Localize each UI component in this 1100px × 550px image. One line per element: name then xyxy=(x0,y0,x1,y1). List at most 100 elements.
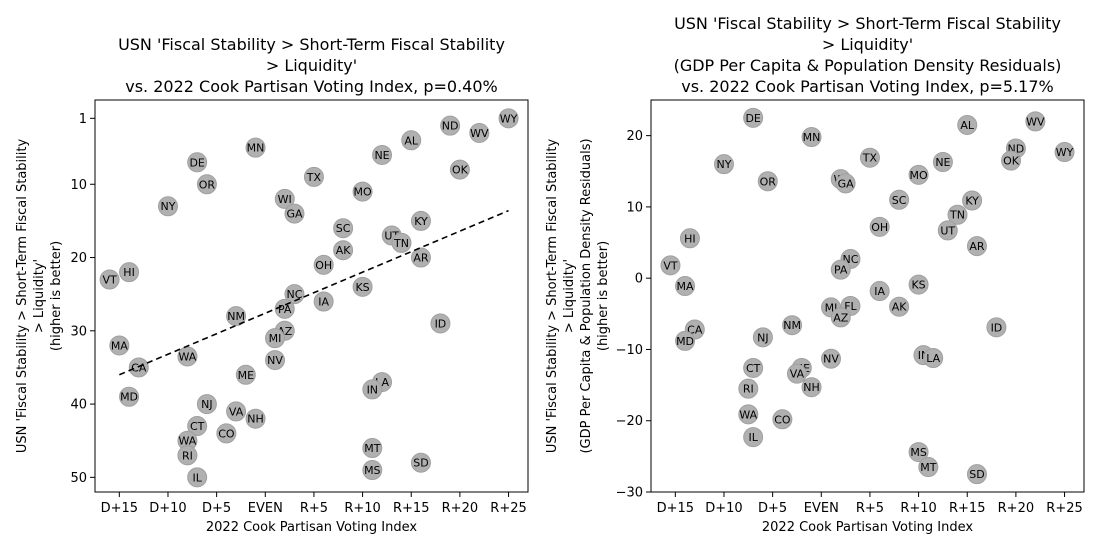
y-tick-label: 0 xyxy=(635,272,643,287)
data-point-label: OR xyxy=(760,175,777,188)
data-point-wy: WY xyxy=(498,108,519,129)
y-axis-ticks: −30 −20 −10 0 10 20 xyxy=(616,129,651,501)
data-point-ks: KS xyxy=(352,276,373,297)
data-point-marker xyxy=(401,130,422,151)
data-point-label: DE xyxy=(189,156,204,169)
data-point-marker xyxy=(918,457,939,478)
data-point-marker xyxy=(679,228,700,249)
data-point-label: ID xyxy=(991,321,1003,334)
data-point-vt: VT xyxy=(660,255,681,276)
data-point-label: WV xyxy=(470,127,489,140)
data-point-label: NM xyxy=(783,319,801,332)
data-point-marker xyxy=(177,445,198,466)
data-point-label: NH xyxy=(247,413,264,426)
data-point-nj: NJ xyxy=(752,327,773,348)
data-point-marker xyxy=(1001,150,1022,171)
x-tick-label: D+10 xyxy=(149,501,186,516)
data-point-wv: WV xyxy=(1025,111,1046,132)
data-point-label: IA xyxy=(874,285,885,298)
chart-title: USN 'Fiscal Stability > Short-Term Fisca… xyxy=(118,35,505,96)
data-point-ak: AK xyxy=(889,296,910,317)
data-point-label: MS xyxy=(364,464,380,477)
x-axis-ticks: D+15 D+10 D+5 EVEN R+5 R+10 R+15 R+20 R+25 xyxy=(657,492,1083,516)
data-point-label: MN xyxy=(803,131,821,144)
data-point-marker xyxy=(908,164,929,185)
data-point-marker xyxy=(923,348,944,369)
y-axis-label-line: USN 'Fiscal Stability > Short-Term Fisca… xyxy=(545,139,560,454)
data-point-marker xyxy=(196,394,217,415)
data-point-label: NC xyxy=(287,288,303,301)
data-point-az: AZ xyxy=(830,307,851,328)
data-point-marker xyxy=(99,269,120,290)
data-point-label: KY xyxy=(414,215,428,228)
x-tick-label: R+20 xyxy=(442,501,478,516)
data-point-label: RI xyxy=(743,383,754,396)
x-tick-label: R+10 xyxy=(900,501,936,516)
data-point-marker xyxy=(157,196,178,217)
data-point-label: NJ xyxy=(201,398,212,411)
data-point-marker xyxy=(869,281,890,302)
data-point-label: RI xyxy=(182,449,193,462)
data-point-id: ID xyxy=(986,317,1007,338)
data-point-label: NY xyxy=(161,200,176,213)
x-tick-label: R+5 xyxy=(300,501,328,516)
data-point-or: OR xyxy=(757,171,778,192)
data-point-ca: CA xyxy=(128,357,149,378)
data-point-label: MN xyxy=(247,142,265,155)
data-point-nd: ND xyxy=(440,115,461,136)
y-tick-label: 40 xyxy=(70,398,87,413)
data-point-marker xyxy=(352,181,373,202)
data-point-label: ME xyxy=(238,369,254,382)
y-tick-label: 30 xyxy=(70,324,87,339)
data-point-marker xyxy=(216,423,237,444)
data-point-pa: PA xyxy=(274,298,295,319)
data-point-wi: WI xyxy=(274,188,295,209)
x-axis-label: 2022 Cook Partisan Voting Index xyxy=(206,520,418,535)
data-point-md: MD xyxy=(675,330,696,351)
data-point-label: VA xyxy=(229,405,244,418)
data-point-ok: OK xyxy=(449,159,470,180)
data-point-label: AL xyxy=(960,119,975,132)
data-point-vt: VT xyxy=(99,269,120,290)
data-point-marker xyxy=(265,328,286,349)
data-point-marker xyxy=(410,247,431,268)
data-point-marker xyxy=(757,171,778,192)
data-point-marker xyxy=(782,315,803,336)
data-point-marker xyxy=(245,137,266,158)
data-point-mn: MN xyxy=(801,127,822,148)
data-point-label: WA xyxy=(739,408,757,421)
data-point-wy: WY xyxy=(1054,142,1075,163)
data-point-label: TX xyxy=(862,152,878,165)
data-point-marker xyxy=(119,262,140,283)
data-point-ny: NY xyxy=(157,196,178,217)
data-point-marker xyxy=(109,335,130,356)
data-point-nv: NV xyxy=(265,350,286,371)
data-point-marker xyxy=(869,216,890,237)
data-point-marker xyxy=(469,122,490,143)
data-point-marker xyxy=(410,210,431,231)
data-point-id: ID xyxy=(430,313,451,334)
data-point-marker xyxy=(743,107,764,128)
data-point-marker xyxy=(187,416,208,437)
data-point-nj: NJ xyxy=(196,394,217,415)
plot-frame xyxy=(94,99,529,493)
data-point-marker xyxy=(908,442,929,463)
data-point-ia: IA xyxy=(869,281,890,302)
data-point-label: HI xyxy=(684,232,696,245)
data-point-nh: NH xyxy=(801,377,822,398)
data-point-label: MA xyxy=(111,339,128,352)
data-point-label: KS xyxy=(355,281,369,294)
data-point-marker xyxy=(430,313,451,334)
data-point-ri: RI xyxy=(177,445,198,466)
data-point-label: WA xyxy=(179,350,197,363)
data-point-marker xyxy=(772,409,793,430)
x-tick-label: D+10 xyxy=(705,501,742,516)
data-point-oh: OH xyxy=(313,254,334,275)
chart-title: USN 'Fiscal Stability > Short-Term Fisca… xyxy=(674,14,1062,96)
data-point-marker xyxy=(966,236,987,257)
data-point-mo: MO xyxy=(352,181,373,202)
data-point-marker xyxy=(313,254,334,275)
y-axis-label-line: (higher is better) xyxy=(49,241,64,351)
data-point-ar: AR xyxy=(966,236,987,257)
